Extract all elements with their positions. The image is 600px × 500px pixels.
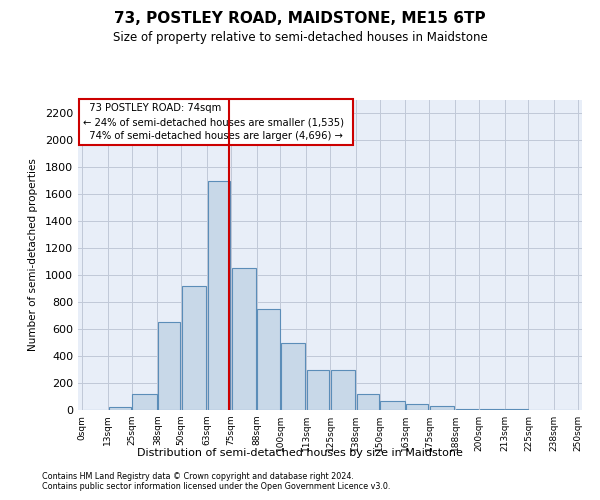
Bar [406, 404, 428, 410]
Bar [456, 408, 478, 410]
Bar [380, 401, 404, 410]
Bar [430, 406, 454, 410]
Text: 73 POSTLEY ROAD: 74sqm  
← 24% of semi-detached houses are smaller (1,535)
  74%: 73 POSTLEY ROAD: 74sqm ← 24% of semi-det… [83, 103, 349, 141]
Bar [307, 370, 329, 410]
Bar [281, 342, 305, 410]
Text: Size of property relative to semi-detached houses in Maidstone: Size of property relative to semi-detach… [113, 31, 487, 44]
Text: Distribution of semi-detached houses by size in Maidstone: Distribution of semi-detached houses by … [137, 448, 463, 458]
Text: 73, POSTLEY ROAD, MAIDSTONE, ME15 6TP: 73, POSTLEY ROAD, MAIDSTONE, ME15 6TP [114, 11, 486, 26]
Bar [257, 309, 280, 410]
Text: Contains public sector information licensed under the Open Government Licence v3: Contains public sector information licen… [42, 482, 391, 491]
Y-axis label: Number of semi-detached properties: Number of semi-detached properties [28, 158, 38, 352]
Bar [208, 181, 230, 410]
Bar [109, 408, 131, 410]
Bar [133, 394, 157, 410]
Bar [356, 394, 379, 410]
Bar [331, 370, 355, 410]
Bar [158, 322, 181, 410]
Bar [182, 286, 206, 410]
Text: Contains HM Land Registry data © Crown copyright and database right 2024.: Contains HM Land Registry data © Crown c… [42, 472, 354, 481]
Bar [232, 268, 256, 410]
